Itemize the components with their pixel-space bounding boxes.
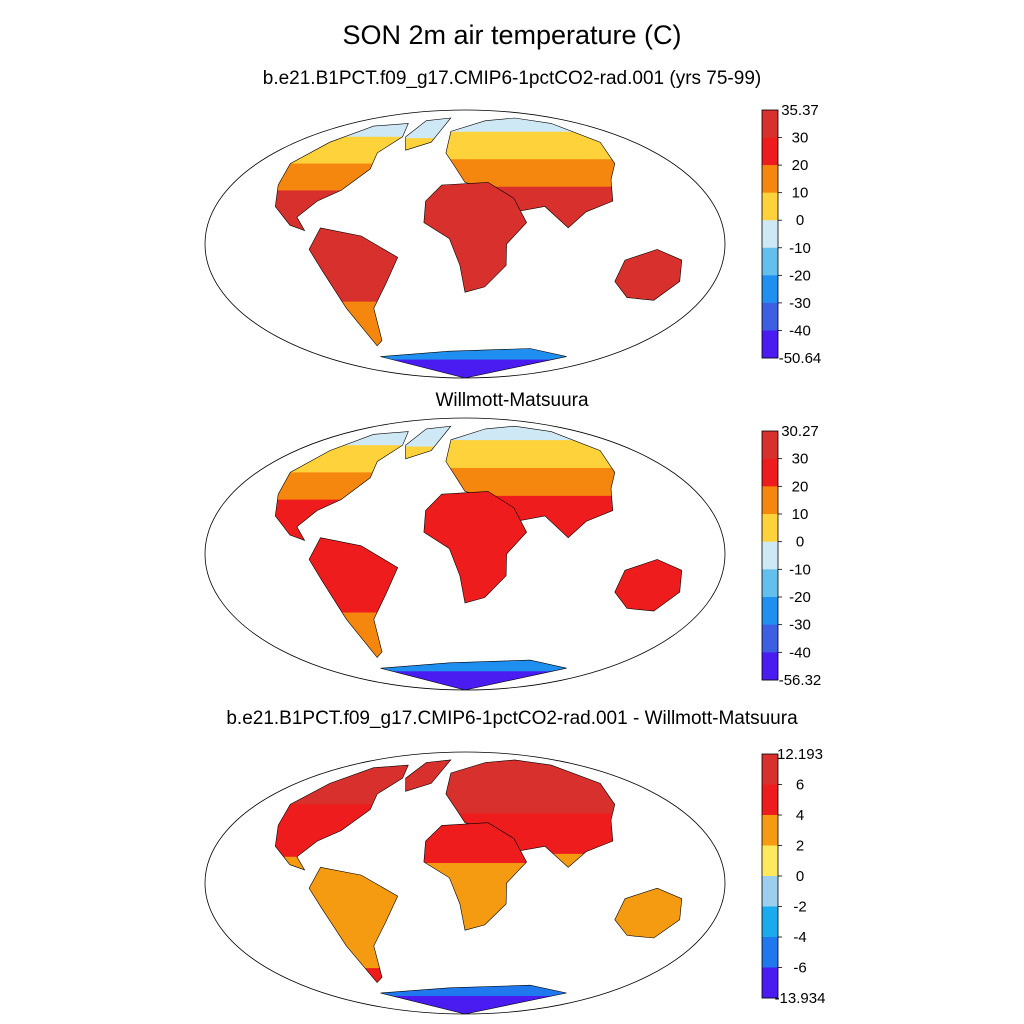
colorbar-label: 30.27 [781, 423, 819, 440]
colorbar-label: 0 [796, 868, 804, 885]
colorbar-diff: 12.193 6 4 2 0 -2 -4 -6 -13.934 [761, 746, 826, 1007]
colorbar-swatch [762, 906, 778, 938]
coastline [405, 425, 452, 460]
colorbar-swatch [762, 220, 778, 249]
coastline [445, 425, 616, 539]
colorbar-swatch [762, 165, 778, 193]
colorbar-label: 4 [796, 807, 804, 824]
coastline [445, 759, 616, 868]
colorbar-swatch [762, 624, 778, 653]
colorbar-swatch [762, 247, 778, 276]
colorbar-label: -6 [793, 960, 806, 977]
colorbar-swatch [762, 569, 778, 598]
coastline [380, 659, 567, 690]
colorbar-swatch [762, 967, 778, 999]
colorbar-label: 6 [796, 777, 804, 794]
colorbar-label: -10 [789, 240, 811, 257]
colorbar-swatch [762, 137, 778, 166]
map-panel-obs [204, 417, 726, 691]
colorbar-model: 35.37 30 20 10 0 -10 -20 -30 -40 -50.64 [761, 102, 822, 367]
colorbar-obs: 30.27 30 20 10 0 -10 -20 -30 -40 -56.32 [761, 423, 822, 689]
continent-antarctica [380, 348, 567, 378]
colorbar-label: -20 [789, 589, 811, 606]
coastline [274, 431, 409, 541]
colorbar-swatch [762, 754, 778, 785]
colorbar-swatch [762, 845, 778, 877]
coastline [614, 887, 683, 939]
coastline [614, 559, 683, 612]
colorbar-swatch [762, 458, 778, 487]
coastline [445, 117, 616, 229]
colorbar-label: 30 [792, 130, 809, 147]
colorbar-label: 2 [796, 838, 804, 855]
colorbar-label: 30 [792, 451, 809, 468]
map-border [204, 417, 726, 691]
continent-australia [614, 249, 683, 301]
colorbar-label: -30 [789, 295, 811, 312]
colorbar-label: -10 [789, 561, 811, 578]
colorbar-label: 12.193 [777, 746, 823, 763]
colorbar-label: -50.64 [779, 350, 822, 367]
colorbar-swatch [762, 110, 778, 138]
map-border [204, 109, 726, 379]
colorbar-swatch [762, 330, 778, 359]
colorbar-swatch [762, 652, 778, 681]
colorbar-swatch [762, 937, 778, 968]
coastline [405, 117, 452, 151]
continent-antarctica [380, 984, 567, 1014]
colorbar-swatch [762, 784, 778, 816]
coastline [274, 764, 409, 871]
colorbar-label: 35.37 [781, 102, 819, 119]
colorbar-frame [761, 430, 779, 681]
coastline [380, 348, 567, 378]
colorbar-label: -13.934 [775, 990, 826, 1007]
panel-title-model: b.e21.B1PCT.f09_g17.CMIP6-1pctCO2-rad.00… [262, 68, 762, 89]
colorbar-label: 0 [796, 534, 804, 551]
continent-australia [614, 887, 683, 939]
coastline [308, 227, 399, 347]
coastline [308, 866, 399, 984]
colorbar-swatch [762, 514, 778, 542]
colorbar-label: 0 [796, 212, 804, 229]
panel-title-obs: Willmott-Matsuura [435, 390, 589, 411]
colorbar-label: -2 [793, 899, 806, 916]
coastline [423, 182, 527, 293]
colorbar-label: 20 [792, 157, 809, 174]
colorbar-swatch [762, 192, 778, 221]
colorbar-swatch [762, 275, 778, 304]
colorbar-label: -40 [789, 644, 811, 661]
colorbar-swatch [762, 486, 778, 515]
coastline [423, 491, 527, 604]
coastline [308, 537, 399, 658]
coastline [380, 984, 567, 1014]
colorbar-label: -20 [789, 267, 811, 284]
coastline [423, 822, 527, 931]
coastline [274, 123, 409, 232]
colorbar-swatch [762, 431, 778, 459]
colorbar-swatch [762, 302, 778, 331]
continent-antarctica [380, 659, 567, 690]
colorbar-label: -56.32 [779, 672, 822, 689]
colorbar-label: -40 [789, 322, 811, 339]
colorbar-swatch [762, 876, 778, 907]
figure-title: SON 2m air temperature (C) [342, 20, 682, 50]
map-panel-diff [204, 751, 726, 1015]
colorbar-label: 10 [792, 185, 809, 202]
coastline [405, 759, 452, 792]
colorbar-swatch [762, 541, 778, 570]
panel-title-diff: b.e21.B1PCT.f09_g17.CMIP6-1pctCO2-rad.00… [226, 708, 798, 729]
map-panel-model [204, 109, 726, 379]
colorbar-label: 10 [792, 506, 809, 523]
colorbar-swatch [762, 597, 778, 625]
colorbar-label: 20 [792, 478, 809, 495]
map-border [204, 751, 726, 1015]
colorbar-frame [761, 109, 779, 359]
colorbar-label: -30 [789, 617, 811, 634]
coastline [614, 249, 683, 301]
continent-australia [614, 559, 683, 612]
colorbar-swatch [762, 815, 778, 846]
colorbar-label: -4 [793, 929, 806, 946]
